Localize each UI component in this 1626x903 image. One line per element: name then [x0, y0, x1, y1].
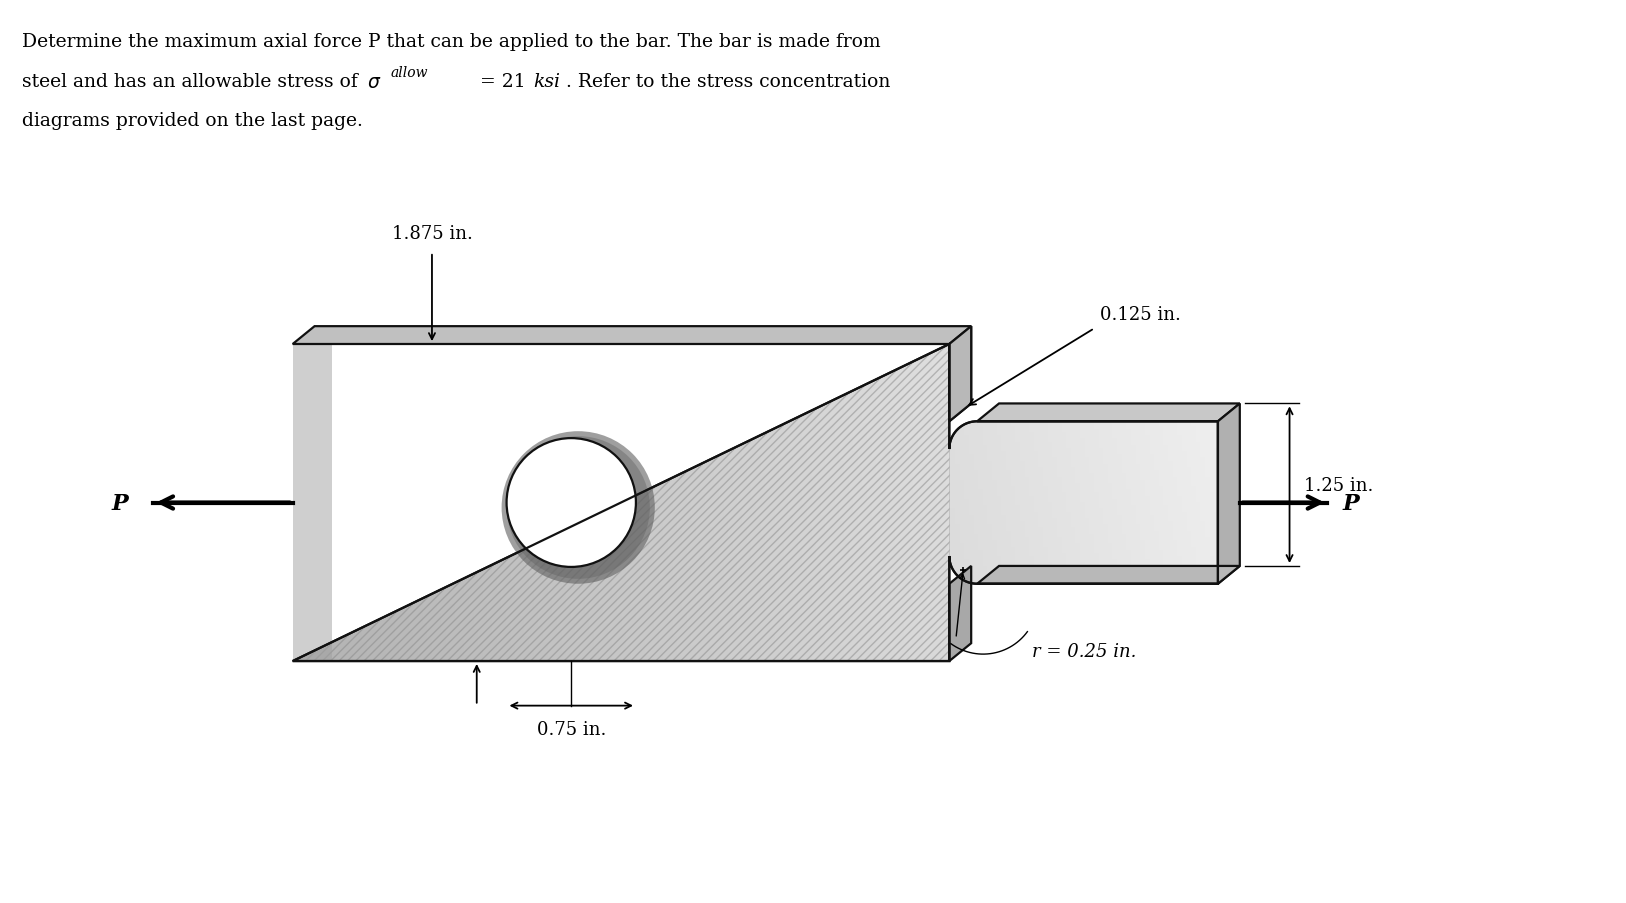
- Text: . Refer to the stress concentration: . Refer to the stress concentration: [566, 72, 891, 90]
- Polygon shape: [293, 327, 971, 345]
- Text: r = 0.25 in.: r = 0.25 in.: [1033, 642, 1137, 660]
- Polygon shape: [977, 566, 1239, 584]
- Polygon shape: [950, 327, 971, 422]
- Text: = 21: = 21: [473, 72, 532, 90]
- Text: P: P: [1343, 492, 1359, 514]
- Text: 1.25 in.: 1.25 in.: [1304, 476, 1374, 494]
- Ellipse shape: [501, 432, 655, 584]
- Text: 0.75 in.: 0.75 in.: [537, 721, 606, 739]
- Text: Determine the maximum axial force P that can be applied to the bar. The bar is m: Determine the maximum axial force P that…: [23, 33, 881, 51]
- Text: diagrams provided on the last page.: diagrams provided on the last page.: [23, 112, 363, 130]
- Text: steel and has an allowable stress of: steel and has an allowable stress of: [23, 72, 364, 90]
- Text: 0.125 in.: 0.125 in.: [1099, 306, 1180, 324]
- Ellipse shape: [507, 439, 636, 567]
- Text: P: P: [112, 492, 128, 514]
- Polygon shape: [950, 566, 971, 661]
- Polygon shape: [1218, 404, 1239, 584]
- Polygon shape: [977, 404, 1239, 422]
- Bar: [293, 345, 950, 661]
- Text: $\mathit{\sigma}$: $\mathit{\sigma}$: [367, 72, 382, 91]
- Text: ksi: ksi: [533, 72, 561, 90]
- Bar: [293, 345, 332, 661]
- Text: allow: allow: [390, 66, 428, 79]
- Ellipse shape: [507, 437, 650, 579]
- Polygon shape: [950, 327, 971, 422]
- Text: 1.875 in.: 1.875 in.: [392, 225, 473, 243]
